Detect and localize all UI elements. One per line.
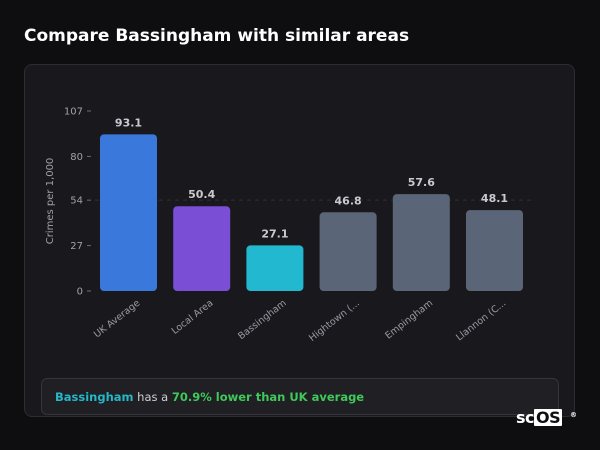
bar [392, 194, 450, 291]
x-tick-label: Empingham [383, 298, 435, 342]
x-tick-label: Bassingham [236, 298, 289, 342]
bar-chart: 0 27 54 80 107 Crimes per 1,000 93.1 UK Average… [45, 107, 535, 344]
y-tick-label: 107 [64, 107, 83, 118]
summary-text: has a [133, 390, 172, 404]
bar [246, 245, 304, 291]
bar-value-label: 93.1 [115, 116, 142, 129]
summary-banner: Bassingham has a 70.9% lower than UK ave… [41, 378, 559, 415]
bar-value-label: 48.1 [481, 192, 508, 205]
y-axis-label: Crimes per 1,000 [45, 158, 56, 245]
bar-value-label: 50.4 [188, 188, 215, 201]
bar [100, 134, 157, 291]
page-title: Compare Bassingham with similar areas [24, 26, 410, 46]
y-tick-label: 0 [77, 287, 83, 298]
logo-prefix: sc [516, 408, 535, 427]
x-tick-label: UK Average [92, 298, 142, 341]
y-tick-label: 54 [70, 196, 83, 207]
x-tick-label: Hightown (... [307, 298, 362, 344]
bar [319, 212, 377, 291]
chart-card: 0 27 54 80 107 Crimes per 1,000 93.1 UK Average… [24, 64, 575, 417]
bar-value-label: 46.8 [335, 194, 362, 207]
x-tick-label: Llannon (C... [454, 298, 508, 344]
bar [173, 206, 231, 291]
scos-logo: sc OS ® [516, 408, 577, 428]
logo-registered-mark: ® [570, 411, 577, 419]
x-tick-label: Local Area [170, 298, 216, 337]
bar-value-label: 57.6 [408, 176, 435, 189]
y-tick-label: 80 [70, 152, 83, 163]
bar-value-label: 27.1 [261, 227, 288, 240]
bar [466, 210, 523, 291]
logo-box: OS [534, 408, 563, 427]
y-tick-label: 27 [70, 241, 83, 252]
summary-stat: 70.9% lower than UK average [171, 390, 365, 404]
summary-area-name: Bassingham [55, 390, 134, 404]
